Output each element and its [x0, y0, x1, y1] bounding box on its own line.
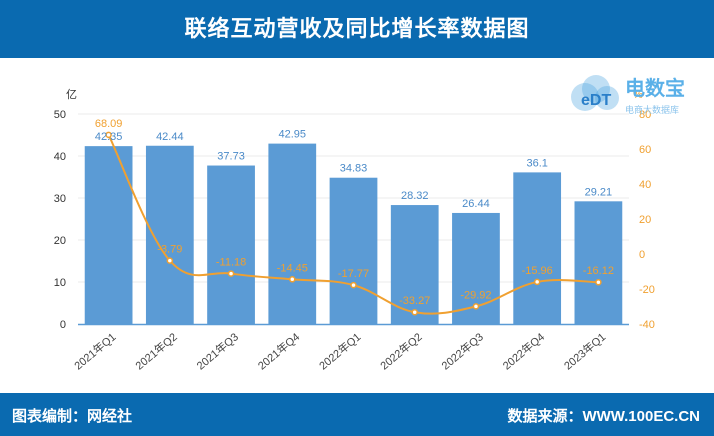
- bar-value-label: 26.44: [462, 198, 490, 210]
- y-left-tick-label: 50: [54, 109, 66, 121]
- y-left-unit: 亿: [66, 88, 77, 101]
- x-tick-label: 2022年Q1: [316, 330, 363, 373]
- bar: [513, 172, 562, 324]
- revenue-growth-chart: 0 10 20 30 40 50 -40 -20 0 20 40 60 80 亿 % 2021年Q1 2021年…: [54, 88, 655, 373]
- growth-point: [105, 131, 112, 139]
- growth-value-label: -33.27: [399, 295, 430, 307]
- bar-value-label: 42.44: [156, 131, 184, 143]
- bar-value-label: 28.32: [401, 190, 429, 202]
- y-right-tick-label: 20: [639, 214, 651, 226]
- y-left-tick-label: 40: [54, 151, 66, 163]
- growth-value-label: -3.79: [157, 244, 182, 256]
- bar: [84, 146, 133, 324]
- x-tick-label: 2022年Q4: [500, 330, 547, 373]
- dianshubao-logo: eDT 电数宝 电商大数据库: [571, 75, 685, 116]
- y-right-tick-label: 40: [639, 179, 651, 191]
- y-right-tick-label: -40: [639, 319, 655, 331]
- growth-value-label: -29.92: [460, 289, 491, 301]
- bar-value-label: 29.21: [585, 186, 613, 198]
- y-right-tick-label: -20: [639, 284, 655, 296]
- bar-value-label: 37.73: [217, 151, 245, 163]
- bar: [390, 205, 439, 324]
- growth-value-label: -15.96: [522, 265, 553, 277]
- x-tick-label: 2023年Q1: [561, 330, 608, 373]
- bar-value-label: 34.83: [340, 163, 368, 175]
- page-title: 联络互动营收及同比增长率数据图: [0, 0, 714, 58]
- x-tick-label: 2021年Q1: [71, 330, 118, 373]
- growth-value-label: -16.12: [583, 265, 614, 277]
- growth-value-label: 68.09: [95, 118, 123, 130]
- logo-name: 电数宝: [625, 76, 685, 100]
- growth-value-label: -11.18: [216, 257, 246, 269]
- bar: [268, 143, 317, 324]
- footer-data-source: 数据来源：WWW.100EC.CN: [507, 408, 700, 425]
- y-right-tick-label: 0: [639, 249, 645, 261]
- growth-point: [350, 281, 357, 289]
- x-tick-label: 2021年Q4: [255, 330, 302, 373]
- x-tick-label: 2021年Q2: [132, 330, 179, 373]
- y-left-tick-label: 20: [54, 235, 66, 247]
- bar: [574, 201, 623, 324]
- y-right-unit: %: [633, 89, 643, 101]
- logo-mark: eDT: [581, 92, 611, 109]
- growth-point: [289, 276, 296, 283]
- growth-value-label: -14.45: [277, 262, 308, 274]
- growth-point: [227, 270, 235, 277]
- bar-value-label: 42.35: [95, 131, 123, 143]
- logo-tagline: 电商大数据库: [625, 104, 679, 116]
- bar-value-label: 36.1: [526, 157, 547, 169]
- bar: [207, 165, 255, 324]
- x-tick-label: 2022年Q2: [377, 330, 424, 373]
- y-left-tick-label: 30: [54, 193, 66, 205]
- growth-value-label: -17.77: [338, 268, 369, 280]
- growth-point: [411, 308, 418, 316]
- bar-value-label: 42.95: [279, 129, 307, 141]
- growth-point: [472, 303, 480, 310]
- y-left-tick-label: 0: [60, 319, 66, 331]
- y-right-tick-label: 80: [639, 109, 651, 121]
- y-right-tick-label: 60: [639, 144, 651, 156]
- bar: [329, 177, 378, 324]
- growth-point: [533, 278, 541, 286]
- footer-source-compiler: 图表编制：网经社: [12, 408, 133, 425]
- x-tick-label: 2022年Q3: [438, 330, 485, 373]
- cloud-icon: [571, 75, 619, 111]
- x-tick-label: 2021年Q3: [194, 330, 241, 373]
- growth-point: [595, 278, 602, 286]
- footer-bar: 图表编制：网经社 数据来源：WWW.100EC.CN: [0, 393, 714, 436]
- y-left-tick-label: 10: [54, 277, 66, 289]
- growth-point: [166, 257, 174, 264]
